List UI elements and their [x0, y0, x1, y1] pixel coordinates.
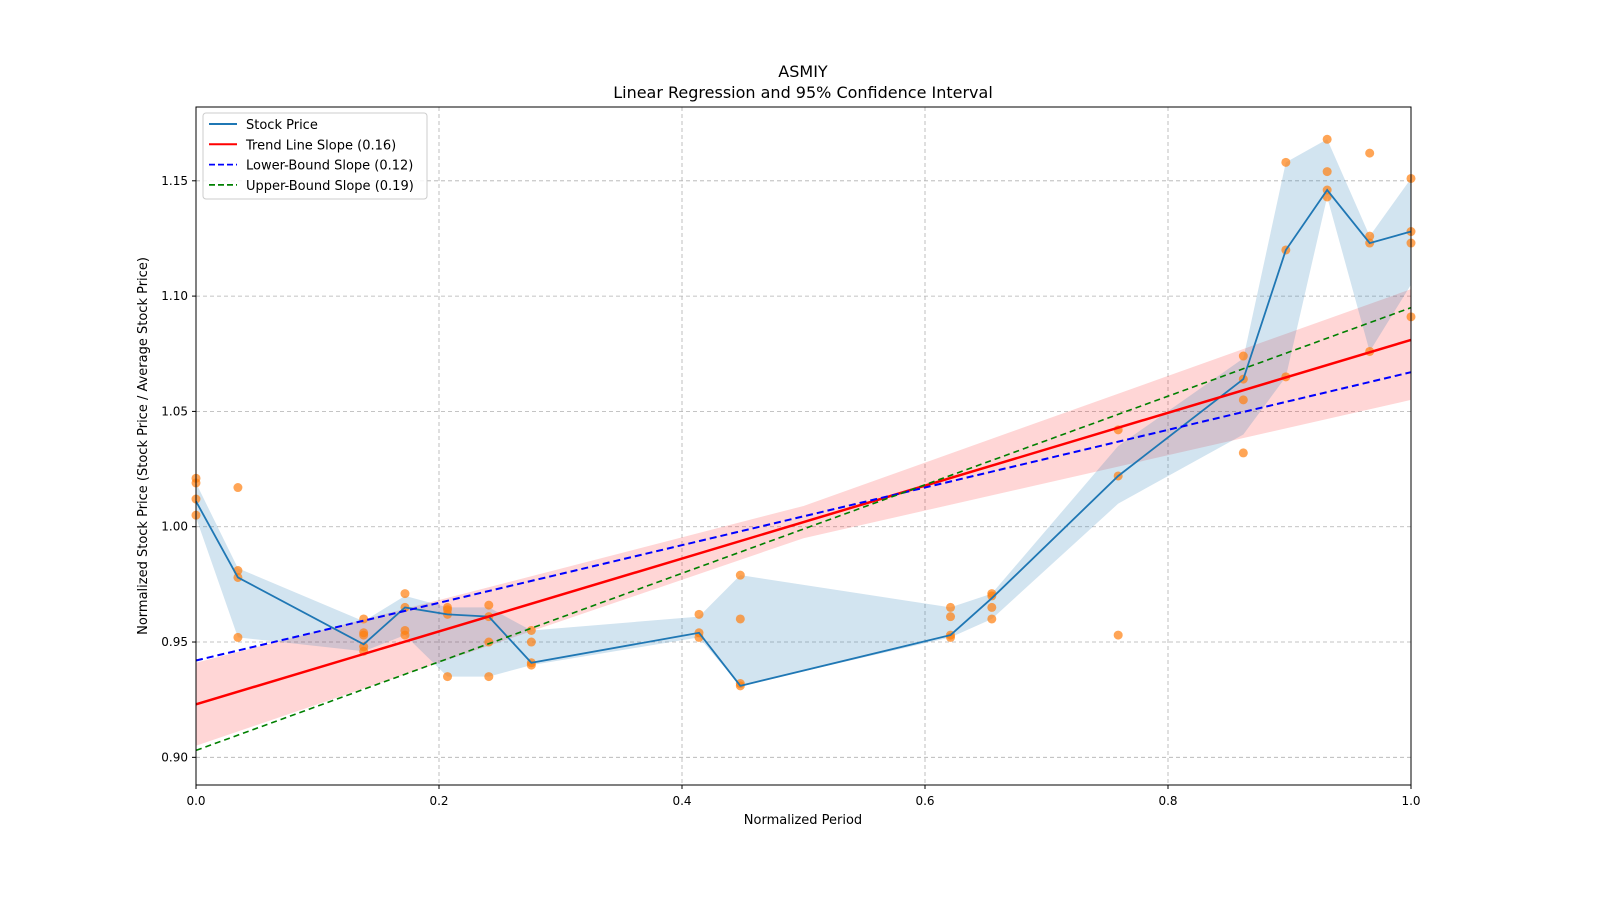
- scatter-point: [400, 630, 410, 640]
- trend-line: [195, 338, 1412, 706]
- scatter-point: [946, 612, 956, 622]
- legend: Stock Price Trend Line Slope (0.16) Lower-…: [202, 112, 428, 200]
- lower-bound-line: [195, 371, 1412, 662]
- x-tick-label: 0.6: [915, 794, 934, 808]
- x-tick-label: 0.4: [672, 794, 691, 808]
- scatter-point: [735, 570, 745, 580]
- scatter-point: [987, 591, 997, 601]
- scatter-point: [1238, 351, 1248, 361]
- y-tick-label: 1.10: [161, 289, 188, 303]
- scatter-point: [233, 632, 243, 642]
- x-axis-label: Normalized Period: [744, 813, 862, 828]
- x-tick-label: 0.0: [186, 794, 205, 808]
- legend-label: Lower-Bound Slope (0.12): [246, 159, 413, 174]
- scatter-point: [400, 589, 410, 599]
- trend-confidence-band: [196, 289, 1411, 746]
- scatter-point: [1365, 148, 1375, 158]
- x-tick-label: 0.2: [429, 794, 448, 808]
- chart-title: ASMIY: [778, 62, 828, 81]
- scatter-point: [484, 672, 494, 682]
- chart-subtitle: Linear Regression and 95% Confidence Int…: [613, 83, 993, 102]
- scatter-point: [735, 614, 745, 624]
- stock-price-line: [195, 188, 1412, 687]
- legend-label: Upper-Bound Slope (0.19): [246, 179, 414, 194]
- upper-bound-line: [195, 306, 1412, 752]
- y-tick-label: 0.90: [161, 750, 188, 764]
- scatter-point: [1113, 630, 1123, 640]
- scatter-point: [987, 602, 997, 612]
- y-axis-label: Normalized Stock Price (Stock Price / Av…: [136, 257, 151, 635]
- scatter-point: [233, 483, 243, 493]
- x-tick-label: 0.8: [1158, 794, 1177, 808]
- legend-label: Stock Price: [246, 118, 318, 133]
- scatter-point: [1365, 231, 1375, 241]
- scatter-point: [1238, 448, 1248, 458]
- y-tick-label: 1.00: [161, 520, 188, 534]
- scatter-point: [443, 672, 453, 682]
- scatter-point: [359, 630, 369, 640]
- axis-ticks: 0.0 0.2 0.4 0.6 0.8 1.0 0.90 0.95 1.00 1.05 1.10 1.…: [161, 174, 1420, 808]
- scatter-point: [1238, 395, 1248, 405]
- y-tick-label: 1.05: [161, 404, 188, 418]
- legend-label: Trend Line Slope (0.16): [245, 138, 396, 153]
- y-tick-label: 1.15: [161, 174, 188, 188]
- scatter-point: [1322, 167, 1332, 177]
- scatter-point: [694, 609, 704, 619]
- plot-frame: [195, 106, 1412, 786]
- y-tick-label: 0.95: [161, 635, 188, 649]
- stock-price-band: [196, 139, 1411, 686]
- scatter-point: [946, 602, 956, 612]
- x-tick-label: 1.0: [1401, 794, 1420, 808]
- scatter-point: [1322, 134, 1332, 144]
- plot-marks: [191, 134, 1416, 752]
- legend-box: [202, 112, 428, 200]
- scatter-point: [1281, 157, 1291, 167]
- scatter-point: [526, 637, 536, 647]
- scatter-point: [484, 637, 494, 647]
- scatter-point: [987, 614, 997, 624]
- scatter-point: [484, 600, 494, 610]
